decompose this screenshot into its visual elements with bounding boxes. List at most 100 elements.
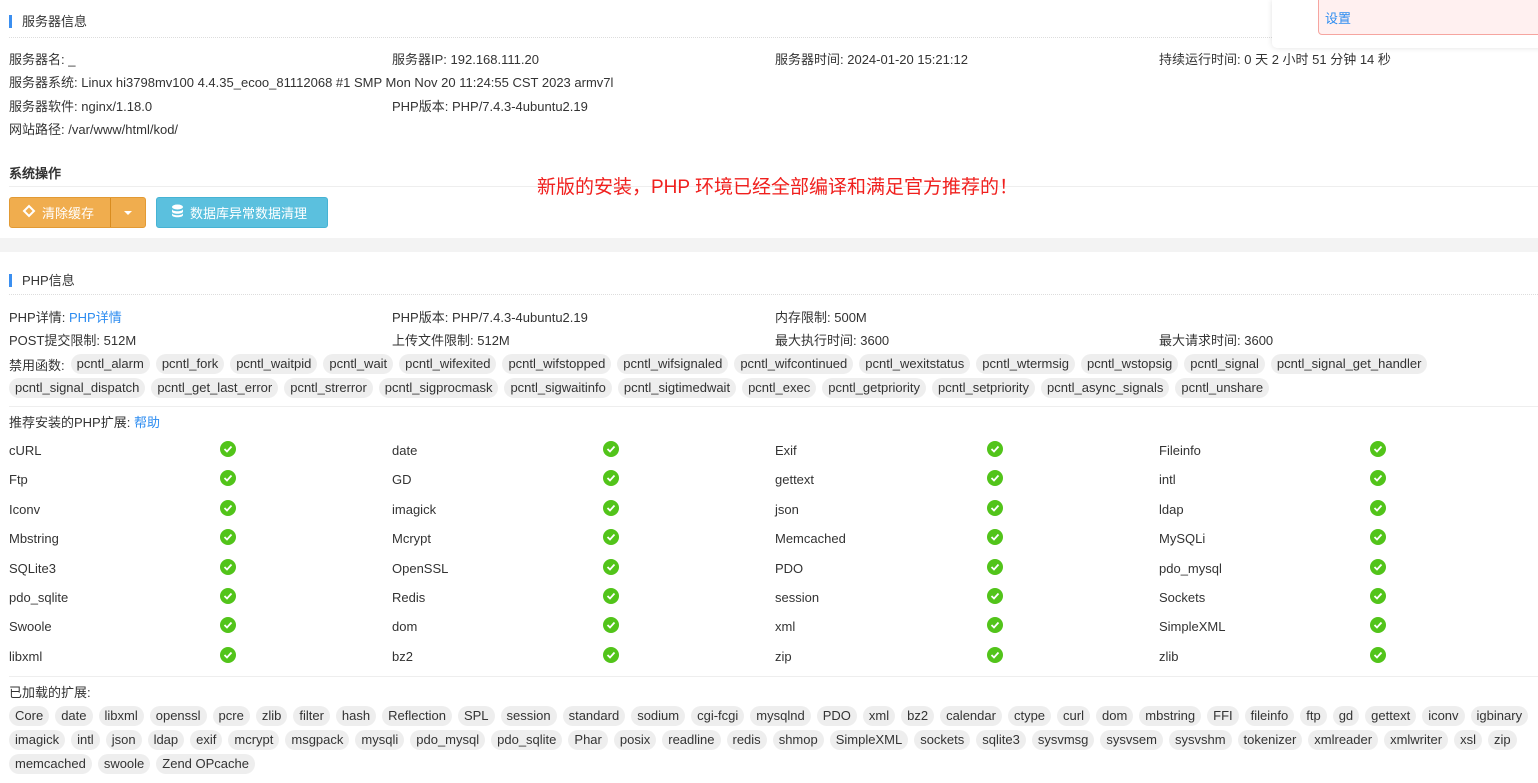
check-circle-icon bbox=[1370, 470, 1386, 487]
loaded-extension-tag: sysvshm bbox=[1168, 730, 1232, 750]
loaded-extension-tag: memcached bbox=[9, 754, 92, 774]
loaded-extension-tag: xmlwriter bbox=[1384, 730, 1449, 750]
db-clean-button[interactable]: 数据库异常数据清理 bbox=[156, 197, 328, 228]
recommended-ext-name: OpenSSL bbox=[392, 560, 449, 576]
recommended-ext-name: ldap bbox=[1159, 501, 1184, 517]
disabled-function-tag: pcntl_wifcontinued bbox=[734, 354, 854, 374]
check-circle-icon bbox=[987, 558, 1003, 575]
clear-cache-dropdown[interactable] bbox=[111, 210, 145, 215]
loaded-extension-tag: gd bbox=[1332, 706, 1360, 726]
loaded-extension-tag: Core bbox=[9, 706, 50, 726]
loaded-extension-tag: intl bbox=[71, 730, 100, 750]
recommended-ext-name: date bbox=[392, 443, 418, 458]
server-info-field: 服务器系统: Linux hi3798mv100 4.4.35_ecoo_811… bbox=[9, 75, 614, 90]
loaded-extension-tag: igbinary bbox=[1470, 706, 1529, 726]
check-circle-icon bbox=[987, 646, 1003, 663]
check-circle-icon bbox=[603, 558, 619, 575]
recommended-ext-name: Sockets bbox=[1159, 590, 1206, 605]
disabled-function-tag: pcntl_exec bbox=[742, 378, 817, 398]
php-info-card: PHP信息 PHP详情: PHP详情 PHP版本: PHP/7.4.3-4ubu… bbox=[0, 252, 1538, 783]
check-circle-icon bbox=[987, 470, 1003, 487]
clear-cache-button[interactable]: 清除缓存 bbox=[10, 198, 111, 227]
clear-cache-label: 清除缓存 bbox=[42, 206, 95, 221]
recommended-ext-name: json bbox=[775, 501, 799, 517]
loaded-extension-tag: sockets bbox=[914, 730, 971, 750]
disabled-function-tag: pcntl_waitpid bbox=[230, 354, 318, 374]
post-limit: POST提交限制: 512M bbox=[9, 333, 137, 348]
php-version: PHP版本: PHP/7.4.3-4ubuntu2.19 bbox=[392, 310, 588, 325]
disabled-function-tag: pcntl_wstopsig bbox=[1080, 354, 1179, 374]
loaded-extension-tag: sqlite3 bbox=[976, 730, 1026, 750]
loaded-extension-tag: FFI bbox=[1207, 706, 1239, 726]
check-circle-icon bbox=[987, 617, 1003, 634]
server-info-title: 服务器信息 bbox=[9, 15, 87, 28]
check-circle-icon bbox=[603, 646, 619, 663]
disabled-function-tag: pcntl_sigprocmask bbox=[378, 378, 499, 398]
server-info-card: 服务器信息 服务器名: _ 服务器IP: 192.168.111.20 服务器时间:… bbox=[0, 0, 1538, 238]
loaded-extension-tag: gettext bbox=[1365, 706, 1417, 726]
recommended-ext-name: bz2 bbox=[392, 648, 413, 664]
recommended-ext-name: zlib bbox=[1159, 648, 1179, 664]
loaded-extension-tag: xml bbox=[862, 706, 896, 726]
loaded-extension-tag: sodium bbox=[631, 706, 686, 726]
disabled-function-tag: pcntl_wtermsig bbox=[976, 354, 1075, 374]
loaded-extension-tag: zip bbox=[1487, 730, 1517, 750]
disabled-function-tag: pcntl_signal_dispatch bbox=[9, 378, 146, 398]
disabled-function-tag: pcntl_signal bbox=[1184, 354, 1265, 374]
check-circle-icon bbox=[987, 588, 1003, 604]
notice-box: 设置 bbox=[1318, 0, 1538, 35]
check-circle-icon bbox=[1370, 588, 1386, 604]
disabled-function-tag: pcntl_fork bbox=[155, 354, 225, 374]
clear-cache-button-group: 清除缓存 bbox=[9, 197, 146, 228]
loaded-extension-tag: exif bbox=[190, 730, 223, 750]
help-link[interactable]: 帮助 bbox=[133, 415, 160, 430]
server-info-field: PHP版本: PHP/7.4.3-4ubuntu2.19 bbox=[392, 99, 588, 114]
check-circle-icon bbox=[220, 499, 236, 516]
php-detail-link[interactable]: PHP详情 bbox=[68, 310, 122, 325]
database-icon bbox=[171, 204, 184, 221]
loaded-extension-tag: xmlreader bbox=[1308, 730, 1379, 750]
settings-link[interactable]: 设置 bbox=[1325, 11, 1352, 26]
loaded-extension-tag: mysqli bbox=[355, 730, 405, 750]
check-circle-icon bbox=[603, 499, 619, 516]
loaded-extension-tag: SPL bbox=[457, 706, 495, 726]
loaded-extension-tag: shmop bbox=[772, 730, 824, 750]
recommended-ext-name: session bbox=[775, 590, 820, 605]
check-circle-icon bbox=[987, 529, 1003, 546]
recommended-ext-name: Mcrypt bbox=[392, 531, 431, 547]
loaded-extension-tag: zlib bbox=[255, 706, 288, 726]
divider bbox=[9, 406, 1538, 407]
check-circle-icon bbox=[603, 441, 619, 457]
server-info-field: 持续运行时间: 0 天 2 小时 51 分钟 14 秒 bbox=[1159, 52, 1391, 67]
loaded-extension-tag: standard bbox=[562, 706, 626, 726]
divider bbox=[9, 37, 1538, 38]
recommended-ext-name: libxml bbox=[9, 648, 43, 664]
check-circle-icon bbox=[220, 470, 236, 487]
check-circle-icon bbox=[1370, 441, 1386, 457]
check-circle-icon bbox=[220, 588, 236, 604]
recommended-ext-name: zip bbox=[775, 648, 792, 664]
loaded-extension-tag: msgpack bbox=[285, 730, 350, 750]
max-exec-time: 最大执行时间: 3600 bbox=[775, 333, 890, 348]
recommended-ext-name: Memcached bbox=[775, 531, 846, 547]
memory-limit: 内存限制: 500M bbox=[775, 310, 867, 325]
disabled-function-tag: pcntl_getpriority bbox=[822, 378, 926, 398]
check-circle-icon bbox=[220, 441, 236, 457]
loaded-extensions: Core date libxml openssl pcre zlib filter hash R… bbox=[9, 706, 1534, 774]
loaded-extension-tag: cgi-fcgi bbox=[691, 706, 745, 726]
disabled-function-tag: pcntl_wexitstatus bbox=[859, 354, 971, 374]
recommended-ext-name: Fileinfo bbox=[1159, 443, 1201, 458]
loaded-extension-tag: json bbox=[105, 730, 142, 750]
disabled-function-tag: pcntl_unshare bbox=[1175, 378, 1270, 398]
check-circle-icon bbox=[987, 441, 1003, 457]
loaded-extension-tag: ftp bbox=[1300, 706, 1327, 726]
recommended-ext-name: SQLite3 bbox=[9, 560, 56, 576]
recommended-ext-name: pdo_sqlite bbox=[9, 590, 69, 605]
recommended-ext-name: Swoole bbox=[9, 619, 52, 635]
loaded-extension-tag: pcre bbox=[212, 706, 250, 726]
recommended-ext-name: Mbstring bbox=[9, 531, 59, 547]
check-circle-icon bbox=[987, 499, 1003, 516]
check-circle-icon bbox=[603, 470, 619, 487]
loaded-extension-tag: dom bbox=[1095, 706, 1134, 726]
check-circle-icon bbox=[1370, 529, 1386, 546]
